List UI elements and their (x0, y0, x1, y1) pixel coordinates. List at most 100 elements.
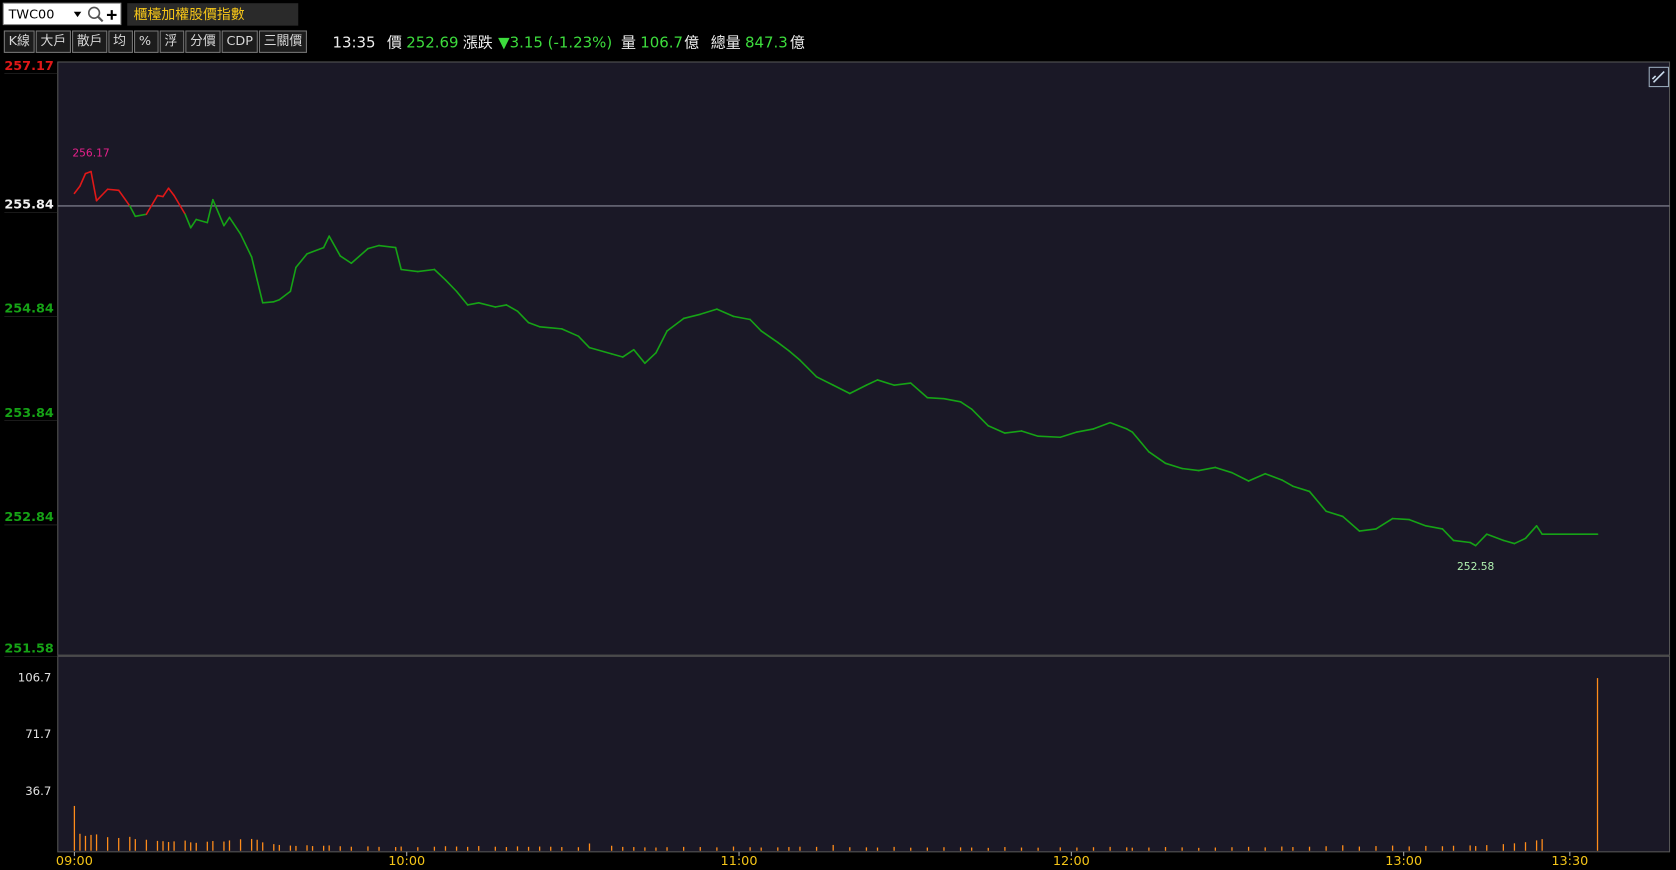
toolbar-button[interactable] (221, 30, 258, 53)
button-label: 分價 (190, 34, 216, 49)
price-line-segment (1125, 428, 1134, 433)
volume-bar (455, 846, 458, 851)
volume-bar (134, 839, 136, 851)
x-tick-label: 13:00 (1385, 854, 1422, 869)
volume-bar (815, 846, 818, 851)
price-line-segment (272, 298, 281, 303)
toolbar-button[interactable] (258, 30, 307, 53)
index-name-box (127, 3, 299, 26)
volume-bar (328, 845, 330, 851)
symbol-text: TWC00 (8, 7, 55, 22)
volume-bar (223, 841, 225, 851)
price-line-segment (167, 187, 175, 197)
y-tick-label: 252.84 (4, 510, 54, 525)
price-line-segment (1109, 421, 1128, 430)
price-line-segment (328, 235, 342, 257)
volume-bar (156, 840, 159, 851)
volume-bar (190, 842, 192, 851)
volume-bar (849, 847, 851, 851)
volume-bar (322, 845, 325, 851)
volume-bar (633, 847, 635, 851)
price-line-segment (1535, 525, 1543, 535)
y-tick-label: 36.7 (25, 784, 51, 798)
volume-bar (106, 837, 109, 851)
price-line-segment (832, 384, 851, 395)
price-line-segment (926, 396, 945, 400)
price-line-segment (1148, 451, 1167, 465)
button-label: 散戶 (77, 34, 103, 49)
volume-bar (1441, 846, 1444, 851)
volume-bar (378, 846, 380, 851)
price-line-segment (1247, 472, 1267, 482)
volume-pane (57, 655, 1671, 853)
volume-value: 106.7 (640, 33, 683, 51)
price-line-segment (1513, 537, 1527, 545)
volume-bar (527, 846, 530, 851)
volume-bar (1198, 847, 1200, 851)
volume-bar (1004, 847, 1006, 851)
total-label: 總量 (711, 33, 741, 51)
volume-bar (184, 840, 186, 851)
index-name: 櫃檯加權股價指數 (134, 7, 245, 23)
price-line-segment (433, 268, 447, 281)
toolbar-button[interactable] (35, 30, 71, 53)
price-line-segment (1485, 533, 1505, 542)
price-line-segment (306, 250, 314, 255)
price-line-segment (1408, 518, 1427, 527)
volume-bar (971, 847, 973, 851)
volume-bar (1535, 840, 1538, 851)
price-line-segment (682, 313, 702, 320)
price-line-segment (655, 330, 668, 354)
volume-bar (466, 846, 469, 851)
price-line-segment (1452, 539, 1471, 544)
volume-bar (289, 845, 292, 851)
volume-bar (516, 846, 519, 851)
volume-bar (732, 846, 735, 851)
price-line-segment (1264, 472, 1283, 481)
price-line-segment (90, 170, 98, 202)
volume-bar (910, 847, 912, 851)
total-value: 847.3 (745, 33, 788, 51)
price-line-segment (560, 328, 580, 337)
toolbar-button[interactable] (3, 30, 35, 53)
price-line-segment (223, 216, 231, 227)
button-label: 大戶 (41, 34, 67, 49)
volume-bar (239, 839, 242, 851)
button-label: CDP (226, 34, 253, 49)
volume-bar (1375, 846, 1377, 851)
price-line-segment (1524, 525, 1538, 540)
price-line-segment (865, 379, 879, 386)
price-line-segment (1164, 462, 1183, 470)
volume-bar (550, 846, 552, 851)
volume-bar (1037, 847, 1039, 851)
volume-bar (1148, 847, 1150, 851)
dropdown-arrow[interactable] (73, 11, 82, 18)
price-line-segment (516, 310, 530, 324)
volume-bar (494, 846, 496, 851)
volume-bar (145, 839, 148, 851)
price-line-segment (666, 317, 685, 332)
toolbar-button[interactable] (185, 30, 221, 53)
price-line-segment (876, 379, 895, 386)
button-label: % (139, 34, 151, 49)
volume-bar (943, 847, 945, 851)
x-tick-label: 13:30 (1551, 854, 1588, 869)
volume-bar (1020, 847, 1023, 851)
price-line-segment (1197, 466, 1217, 472)
toolbar-button[interactable] (108, 30, 133, 53)
x-tick-label: 12:00 (1053, 854, 1090, 869)
x-tick-label: 09:00 (56, 854, 93, 869)
toolbar-button[interactable] (72, 30, 108, 53)
volume-bar (73, 805, 76, 851)
volume-bar (167, 842, 170, 851)
toolbar-button[interactable] (159, 30, 185, 53)
y-tick-label: 255.84 (4, 197, 54, 212)
volume-bar (90, 834, 92, 851)
toolbar-button[interactable] (134, 30, 159, 53)
add-icon[interactable] (106, 10, 117, 20)
search-icon[interactable] (87, 6, 101, 19)
price-line-segment (538, 325, 552, 329)
y-tick-label: 106.7 (18, 671, 52, 685)
price-line-segment (505, 304, 519, 312)
volume-bar (1131, 847, 1133, 851)
